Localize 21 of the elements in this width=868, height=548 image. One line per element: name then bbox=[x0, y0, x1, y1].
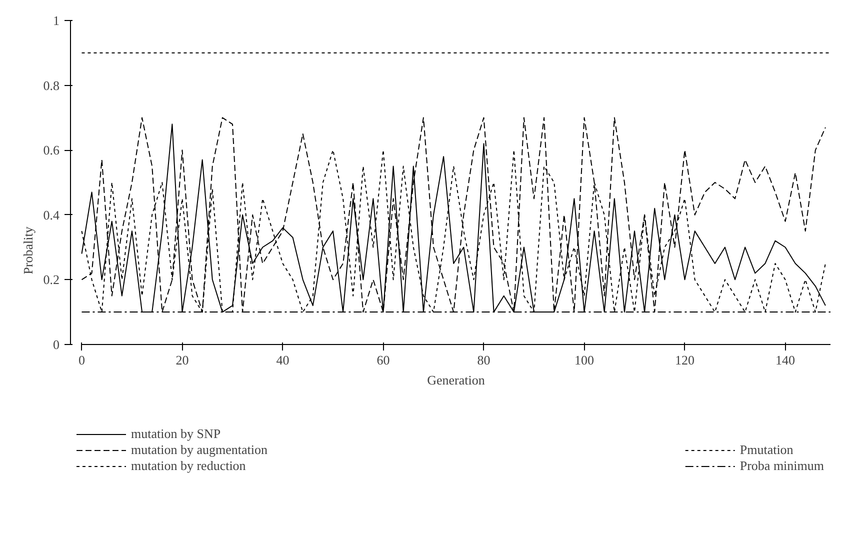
y-tick-label: 0.4 bbox=[43, 207, 60, 222]
x-tick-label: 20 bbox=[176, 352, 189, 368]
x-tick-label: 0 bbox=[78, 352, 85, 368]
y-tick-label: 1 bbox=[53, 13, 60, 28]
x-tick-label: 60 bbox=[376, 352, 390, 368]
legend-label: Pmutation bbox=[740, 442, 794, 458]
y-tick-label: 0.6 bbox=[43, 142, 60, 158]
x-tick-label: 120 bbox=[675, 352, 695, 368]
x-tick-label: 140 bbox=[776, 352, 796, 368]
y-axis-title: Probality bbox=[20, 226, 36, 274]
y-tick-label: 0.2 bbox=[43, 272, 60, 288]
x-axis-title: Generation bbox=[427, 372, 486, 388]
x-tick-label: 80 bbox=[477, 352, 490, 368]
legend-label: Proba minimum bbox=[740, 458, 824, 474]
y-tick-label: 0.8 bbox=[43, 78, 60, 93]
x-tick-label: 100 bbox=[574, 352, 594, 368]
x-tick-label: 40 bbox=[276, 352, 290, 368]
legend-label: mutation by reduction bbox=[131, 458, 246, 474]
legend-label: mutation by SNP bbox=[131, 426, 221, 442]
legend-label: mutation by augmentation bbox=[131, 442, 268, 458]
y-tick-label: 0 bbox=[53, 336, 60, 352]
